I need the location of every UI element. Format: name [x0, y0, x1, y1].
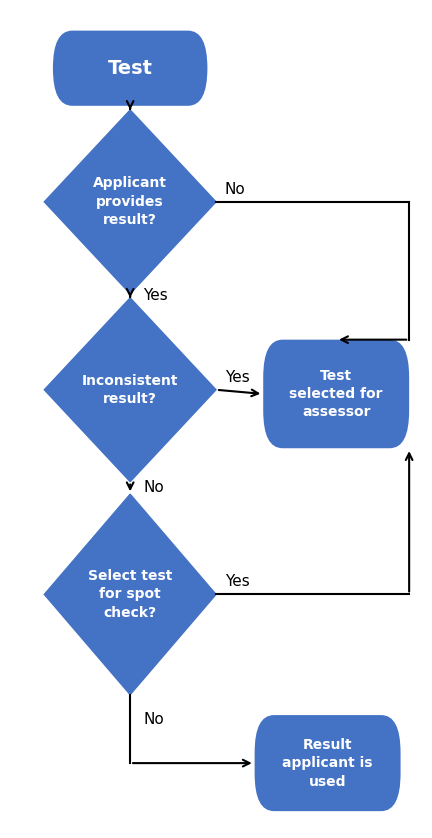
Polygon shape [44, 297, 216, 482]
Text: Result
applicant is
used: Result applicant is used [283, 737, 373, 789]
Text: Yes: Yes [225, 574, 249, 589]
FancyBboxPatch shape [263, 339, 409, 448]
Text: Yes: Yes [143, 288, 168, 303]
Text: No: No [143, 712, 164, 727]
Text: Yes: Yes [225, 370, 249, 385]
Text: Applicant
provides
result?: Applicant provides result? [93, 177, 167, 227]
Text: No: No [143, 480, 164, 495]
Text: Test
selected for
assessor: Test selected for assessor [289, 369, 383, 419]
FancyBboxPatch shape [254, 715, 400, 811]
Text: No: No [225, 182, 245, 197]
Text: Select test
for spot
check?: Select test for spot check? [88, 569, 172, 620]
Polygon shape [44, 494, 216, 695]
FancyBboxPatch shape [53, 31, 207, 106]
Text: Test: Test [108, 59, 152, 78]
Polygon shape [44, 110, 216, 293]
Text: Inconsistent
result?: Inconsistent result? [82, 374, 178, 406]
